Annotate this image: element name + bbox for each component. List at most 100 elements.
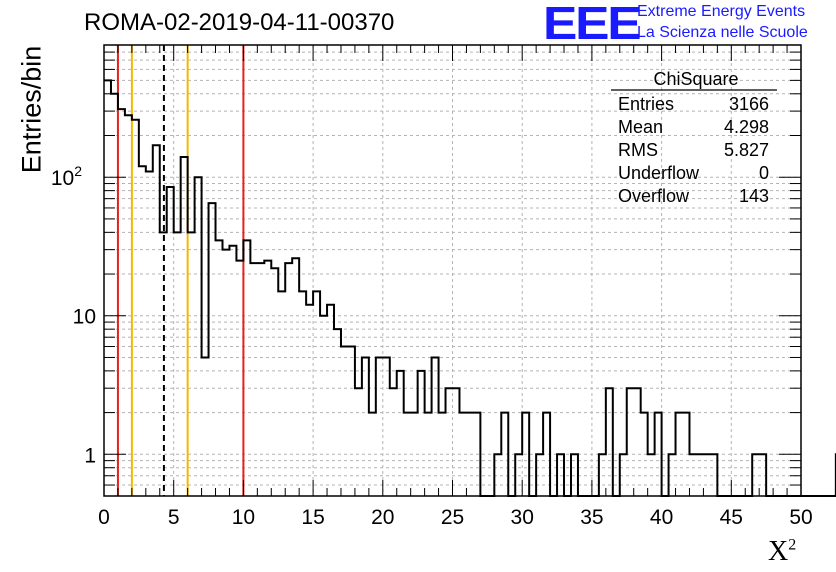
stats-title: ChiSquare [653, 69, 738, 89]
x-tick-label: 20 [371, 506, 394, 529]
histogram-bin [111, 94, 118, 496]
histogram-bin [355, 388, 362, 496]
x-tick-label: 15 [301, 506, 324, 529]
histogram-bin [620, 454, 627, 496]
histogram-bin [397, 371, 404, 496]
histogram-bin [348, 346, 355, 496]
histogram-bin [411, 413, 418, 496]
histogram-bars [104, 79, 836, 497]
brand-tagline-1: Extreme Energy Events [637, 3, 806, 20]
stats-box: ChiSquare Entries 3166 Mean 4.298 RMS 5.827 Und… [611, 69, 777, 206]
histogram-bin [118, 109, 125, 496]
x-axis-label-main: X [768, 536, 789, 567]
histogram-bin [139, 166, 146, 496]
histogram-bin [703, 454, 710, 496]
histogram-bin [453, 388, 460, 496]
x-tick-label: 40 [650, 506, 673, 529]
histogram-bin [627, 388, 634, 496]
histogram-bin [689, 454, 696, 496]
stats-row-label: Overflow [618, 186, 690, 206]
stats-row-value: 143 [739, 186, 769, 206]
reference-lines [116, 45, 245, 496]
histogram-bin [710, 454, 717, 496]
stats-row-label: RMS [618, 140, 658, 160]
axes: 0 5 10 15 20 25 30 35 40 45 50 1 10 102 [51, 44, 813, 529]
histogram-bin [243, 240, 250, 496]
stats-row-label: Underflow [618, 163, 700, 183]
histogram-bin [599, 454, 606, 496]
x-tick-label: 10 [232, 506, 255, 529]
histogram-bin [606, 388, 613, 496]
histogram-bin [655, 413, 662, 496]
stats-row-value: 5.827 [724, 140, 769, 160]
histogram-bin [543, 413, 550, 496]
histogram-bin [306, 305, 313, 496]
histogram-bin [404, 413, 411, 496]
histogram-bin [271, 268, 278, 496]
histogram-bin [229, 246, 236, 496]
histogram-bin [759, 454, 766, 496]
histogram-bin [376, 357, 383, 496]
histogram-bin [202, 357, 209, 496]
histogram-bin [104, 80, 111, 496]
histogram-bin [257, 263, 264, 496]
stats-row-value: 3166 [729, 94, 769, 114]
stats-row-value: 4.298 [724, 117, 769, 137]
histogram-bin [536, 454, 543, 496]
histogram-bin [634, 388, 641, 496]
histogram-bin [369, 413, 376, 496]
stats-row-label: Mean [618, 117, 663, 137]
histogram-bin [188, 232, 195, 496]
histogram-bin [418, 371, 425, 496]
histogram-bin [285, 263, 292, 496]
y-tick-label: 10 [73, 306, 96, 329]
stats-row-value: 0 [759, 163, 769, 183]
x-tick-label: 5 [168, 506, 180, 529]
histogram-bin [648, 454, 655, 496]
histogram-bin [160, 232, 167, 496]
histogram-bin [390, 388, 397, 496]
histogram-bin [327, 305, 334, 496]
histogram-bin [446, 388, 453, 496]
histogram-bin [676, 413, 683, 496]
y-tick-label: 1 [84, 444, 96, 467]
eee-logo: EEE [543, 0, 642, 49]
histogram-bin [132, 120, 139, 496]
histogram-bin [278, 291, 285, 496]
histogram-bin [334, 329, 341, 496]
x-tick-label: 30 [511, 506, 534, 529]
x-axis-label: X2 [768, 536, 796, 568]
histogram-bin [167, 187, 174, 496]
x-tick-label: 50 [789, 506, 812, 529]
histogram-bin [459, 413, 466, 496]
brand-tagline-2: La Scienza nelle Scuole [637, 24, 808, 41]
histogram-bin [432, 357, 439, 496]
histogram-bin [341, 346, 348, 496]
histogram-bin [641, 413, 648, 496]
histogram-bin [209, 203, 216, 496]
histogram-bin [181, 157, 188, 496]
histogram-bin [222, 250, 229, 496]
histogram-bin [362, 357, 369, 496]
x-tick-label: 35 [580, 506, 603, 529]
histogram-bin [494, 454, 501, 496]
chart-title: ROMA-02-2019-04-11-00370 [84, 9, 395, 36]
histogram-bin [174, 232, 181, 496]
histogram-bin [557, 454, 564, 496]
histogram-bin [299, 291, 306, 496]
histogram-bin [264, 261, 271, 496]
histogram-bin [515, 454, 522, 496]
histogram-bin [125, 115, 132, 496]
histogram-bin [752, 454, 759, 496]
histogram-bin [522, 413, 529, 496]
histogram-bin [195, 177, 202, 496]
histogram-bin [473, 413, 480, 496]
histogram-outline [104, 79, 836, 497]
histogram-bin [696, 454, 703, 496]
y-tick-label: 102 [51, 163, 82, 190]
histogram-bin [313, 291, 320, 496]
x-axis-label-superscript: 2 [788, 536, 797, 554]
histogram-bin [466, 413, 473, 496]
histogram-bin [236, 261, 243, 496]
